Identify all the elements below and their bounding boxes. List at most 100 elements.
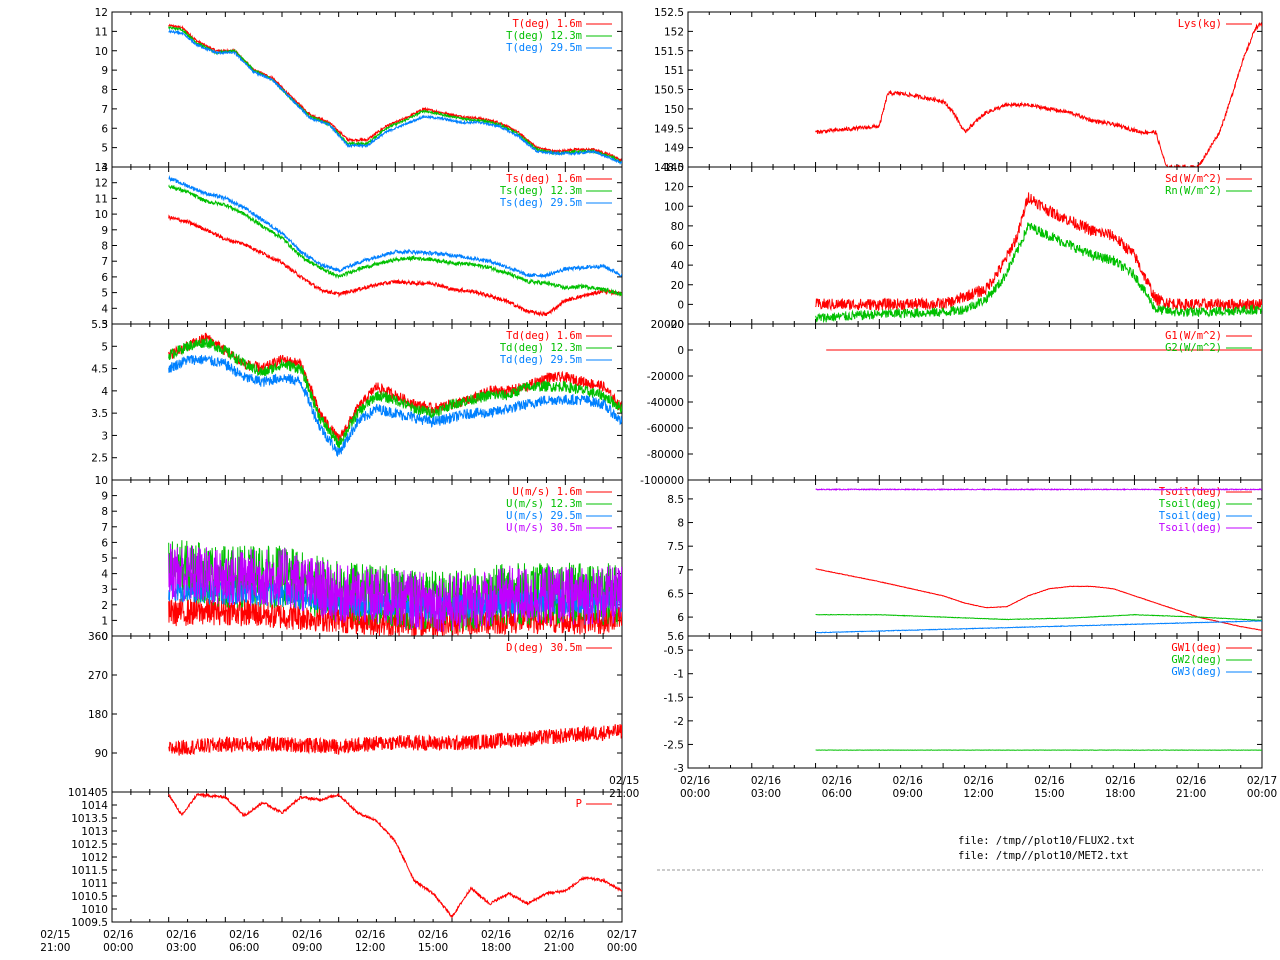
y-tick-label: 3	[101, 430, 108, 442]
x-tick-date: 02/16	[355, 929, 386, 941]
y-tick-label: 150	[664, 104, 684, 116]
y-tick-label: 4	[101, 162, 108, 174]
y-tick-label: 10	[95, 209, 108, 221]
series-line-td-1	[168, 336, 622, 449]
y-tick-label: -3	[674, 763, 684, 775]
footer: file: /tmp//plot10/FLUX2.txt file: /tmp/…	[657, 835, 1263, 871]
y-tick-label: -1.5	[664, 692, 685, 704]
legend-label: U(m/s) 30.5m	[506, 522, 582, 534]
y-tick-label: 8	[677, 518, 684, 530]
y-tick-label: 180	[88, 709, 108, 721]
y-tick-label: 140	[664, 162, 684, 174]
y-tick-label: 5	[101, 143, 108, 155]
y-tick-label: 1010	[81, 904, 108, 916]
panel-frame	[687, 166, 1263, 325]
legend-label: G2(W/m^2)	[1165, 342, 1222, 354]
x-tick-time: 18:00	[1105, 788, 1135, 800]
panel-tsoil: 5.666.577.588.5Tsoil(deg)Tsoil(deg)Tsoil…	[667, 479, 1263, 643]
x-axis-left: 02/1521:0002/1600:0002/1603:0002/1606:00…	[40, 929, 637, 954]
series-line-lys-0	[815, 22, 1262, 167]
series-line-t-2	[168, 28, 622, 165]
x-tick-time: 03:00	[751, 788, 781, 800]
x-tick-time: 00:00	[680, 788, 710, 800]
y-tick-label: 4	[101, 386, 108, 398]
y-tick-label: 1009.5	[71, 917, 108, 929]
x-tick-date: 02/15	[609, 775, 639, 787]
y-tick-label: 40	[671, 260, 684, 272]
legend-label: Ts(deg) 12.3m	[500, 185, 582, 197]
x-tick-time: 06:00	[822, 788, 852, 800]
y-tick-label: 149	[664, 143, 684, 155]
x-tick-time: 03:00	[166, 942, 196, 954]
y-tick-label: 12	[95, 7, 108, 19]
series-line-tsoil-0	[815, 568, 1262, 631]
y-tick-label: 2	[101, 600, 108, 612]
x-tick-time: 00:00	[607, 942, 637, 954]
y-tick-label: -60000	[647, 423, 684, 435]
y-tick-label: 90	[95, 748, 108, 760]
x-tick-date: 02/16	[751, 775, 782, 787]
x-tick-date: 02/17	[1247, 775, 1277, 787]
series-line-tsoil-1	[815, 613, 1262, 622]
y-tick-label: 12	[95, 178, 108, 190]
legend-label: T(deg) 12.3m	[506, 30, 582, 42]
x-axis-right: 02/1521:0002/1600:0002/1603:0002/1606:00…	[609, 775, 1277, 800]
y-tick-label: 7	[677, 565, 684, 577]
y-tick-label: 13	[95, 162, 108, 174]
y-tick-label: 152	[664, 26, 684, 38]
y-tick-label: 360	[88, 631, 108, 643]
y-tick-label: 7	[101, 104, 108, 116]
panel-gw: -3 -2.5 -2 -1.5 -1 -0.5 GW1(deg)GW2(deg)GW3(de…	[664, 635, 1263, 775]
panel-frame	[687, 479, 1263, 637]
legend-label: Tsoil(deg)	[1159, 498, 1222, 510]
y-tick-label: 151	[664, 65, 684, 77]
panel-frame	[687, 11, 1263, 168]
x-tick-time: 21:00	[40, 942, 70, 954]
y-tick-label: 1010.5	[71, 891, 108, 903]
x-tick-date: 02/17	[607, 929, 637, 941]
y-tick-label: 6.5	[667, 588, 684, 600]
y-tick-label: 3.5	[91, 408, 108, 420]
legend-label: U(m/s) 1.6m	[512, 486, 582, 498]
series-line-td-2	[168, 354, 622, 457]
series-line-sd-1	[815, 222, 1262, 324]
legend-label: Tsoil(deg)	[1159, 522, 1222, 534]
y-tick-label: 1013	[81, 826, 108, 838]
x-tick-date: 02/16	[1176, 775, 1207, 787]
y-tick-label: -20	[667, 319, 684, 331]
y-tick-label: 5.6	[667, 631, 684, 643]
panel-frame	[111, 791, 623, 923]
y-tick-label: -2	[674, 716, 684, 728]
x-tick-time: 18:00	[481, 942, 511, 954]
y-tick-label: 8	[101, 506, 108, 518]
x-tick-date: 02/16	[544, 929, 575, 941]
y-tick-label: 0	[677, 299, 684, 311]
y-tick-label: 5	[101, 288, 108, 300]
legend-label: T(deg) 29.5m	[506, 42, 582, 54]
x-tick-date: 02/16	[481, 929, 512, 941]
x-tick-date: 02/16	[1034, 775, 1065, 787]
y-tick-label: 6	[101, 537, 108, 549]
x-tick-time: 12:00	[963, 788, 993, 800]
series-line-d-0	[168, 723, 622, 756]
panel-d: 90 180 270 360 D(deg) 30.5m	[88, 631, 623, 793]
legend-label: U(m/s) 12.3m	[506, 498, 582, 510]
series-line-ts-0	[168, 214, 622, 317]
y-tick-label: 1014	[81, 800, 108, 812]
y-tick-label: 5	[101, 341, 108, 353]
x-tick-time: 09:00	[893, 788, 923, 800]
y-tick-label: 1012	[81, 852, 108, 864]
y-tick-label: 1011.5	[71, 865, 108, 877]
y-tick-label: 5.5	[91, 319, 108, 331]
panel-t: 4 5 6 7 8 9 10 11 12 T(deg) 1.6mT(deg) 12.3mT(deg…	[95, 7, 623, 174]
y-tick-label: 120	[664, 182, 684, 194]
legend-label: G1(W/m^2)	[1165, 330, 1222, 342]
legend-label: Ts(deg) 1.6m	[506, 173, 582, 185]
y-tick-label: 8	[101, 85, 108, 97]
y-tick-label: 6	[101, 272, 108, 284]
y-tick-label: 7.5	[667, 541, 684, 553]
x-tick-date: 02/16	[418, 929, 449, 941]
x-tick-date: 02/16	[1105, 775, 1136, 787]
